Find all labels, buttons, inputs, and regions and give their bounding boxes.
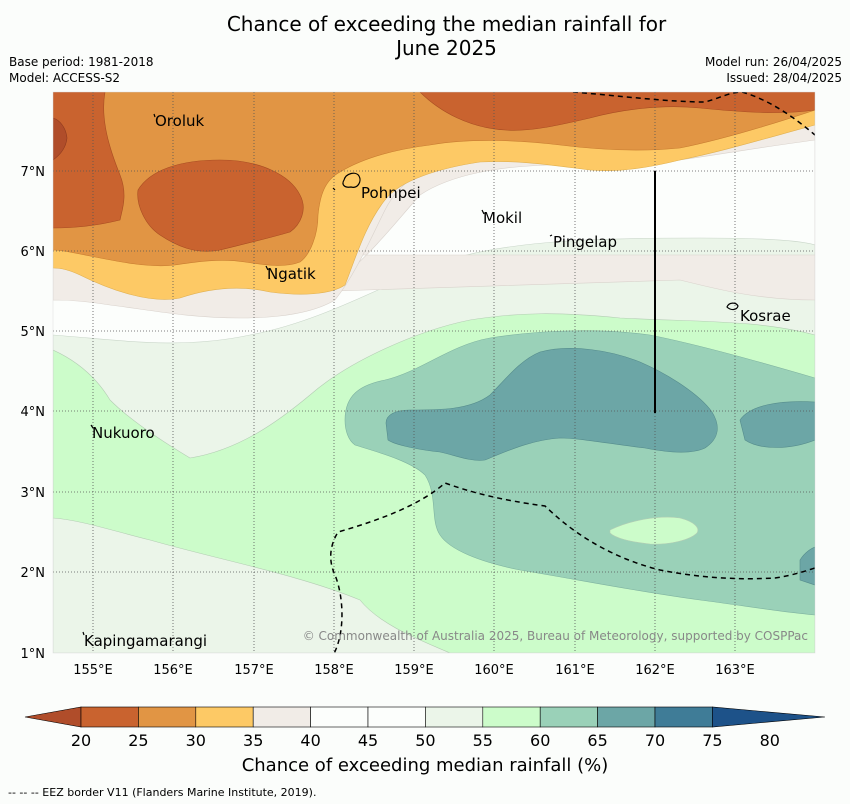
eez-footnote: -- -- -- EEZ border V11 (Flanders Marine… [8,786,317,799]
grid-lines [53,92,815,653]
eez-border-north [572,92,815,136]
colorbar-extend-low [24,706,82,728]
model-name: Model: ACCESS-S2 [9,71,121,85]
band-25-30-mid [137,159,304,252]
island-outlines [82,113,739,636]
place-label-nukuoro: Nukuoro [92,424,155,442]
colorbar-swatch [367,706,426,728]
kosrae-island-icon [726,302,739,311]
place-marker-ticks [82,113,553,636]
lat-tick-4: 4°N [21,405,46,420]
colorbar-swatch [482,706,541,728]
colorbar-tick-label: 30 [186,731,206,750]
place-labels: Oroluk Pohnpei Mokil Pingelap Ngatik Kos… [84,112,791,650]
colorbar-swatch [654,706,713,728]
colorbar-swatch [195,706,254,728]
place-label-pingelap: Pingelap [553,233,617,251]
colorbar-tick-label: 20 [71,731,91,750]
place-label-kosrae: Kosrae [740,307,791,325]
title-line-1: Chance of exceeding the median rainfall … [226,12,667,36]
place-label-oroluk: Oroluk [155,112,204,130]
band-20-25-west [53,117,68,161]
place-label-ngatik: Ngatik [267,265,316,283]
lon-tick-157: 157°E [234,663,274,678]
colorbar-tick-label: 60 [530,731,550,750]
plot-frame [52,91,816,654]
colorbar-tick-label: 65 [587,731,607,750]
colorbar-swatch [539,706,598,728]
lat-axis-labels: 7°N 6°N 5°N 4°N 3°N 2°N 1°N [21,165,46,662]
colorbar-swatch [597,706,656,728]
rainfall-field [53,92,815,653]
colorbar-extend-high [712,706,826,728]
eez-border-south [330,482,815,653]
band-25-30-top [419,92,815,131]
copyright-text: © Commonwealth of Australia 2025, Bureau… [303,629,808,643]
map-title: Chance of exceeding the median rainfall … [0,12,850,60]
colorbar-tick-label: 40 [300,731,320,750]
lon-tick-161: 161°E [555,663,595,678]
lon-tick-160: 160°E [474,663,514,678]
meta-right: Model run: 26/04/2025 Issued: 28/04/2025 [705,54,842,86]
colorbar-tick-label: 25 [128,731,148,750]
colorbar-tick-label: 45 [358,731,378,750]
band-60-65-island [609,516,699,545]
lon-tick-155: 155°E [73,663,113,678]
pohnpei-island-icon [342,172,361,188]
band-25-30 [53,92,125,229]
place-label-mokil: Mokil [483,209,522,227]
place-label-kapingamarangi: Kapingamarangi [84,632,207,650]
colorbar-tick-label: 50 [415,731,435,750]
lon-tick-162: 162°E [635,663,675,678]
lon-tick-159: 159°E [394,663,434,678]
issued-date: Issued: 28/04/2025 [726,71,842,85]
lon-axis-labels: 155°E 156°E 157°E 158°E 159°E 160°E 161°… [73,663,755,678]
meta-left: Base period: 1981-2018 Model: ACCESS-S2 [9,54,154,86]
colorbar-tick-label: 80 [760,731,780,750]
lat-tick-2: 2°N [21,566,46,581]
eez-borders [330,92,815,653]
colorbar-tick-label: 55 [473,731,493,750]
band-75-80-east [799,546,815,586]
colorbar: 20 25 30 35 40 45 50 55 60 65 70 75 80 [24,706,826,750]
colorbar-tick-label: 70 [645,731,665,750]
colorbar-tick-label: 35 [243,731,263,750]
band-70-75-east [739,401,815,448]
title-line-2: June 2025 [396,36,497,60]
model-run: Model run: 26/04/2025 [704,55,842,69]
lat-tick-6: 6°N [21,245,46,260]
lat-tick-5: 5°N [21,325,46,340]
band-70-75 [385,348,718,461]
colorbar-swatch [80,706,139,728]
lat-tick-1: 1°N [21,647,46,662]
colorbar-swatch [310,706,369,728]
base-period: Base period: 1981-2018 [9,55,154,69]
colorbar-swatch [138,706,197,728]
colorbar-label: Chance of exceeding median rainfall (%) [241,755,609,776]
colorbar-tick-label: 75 [702,731,722,750]
place-label-pohnpei: Pohnpei [361,184,421,202]
lat-tick-7: 7°N [21,165,46,180]
lat-tick-3: 3°N [21,486,46,501]
colorbar-swatch [425,706,484,728]
colorbar-swatch [252,706,311,728]
lon-tick-158: 158°E [314,663,354,678]
lon-tick-156: 156°E [153,663,193,678]
lon-tick-163: 163°E [715,663,755,678]
